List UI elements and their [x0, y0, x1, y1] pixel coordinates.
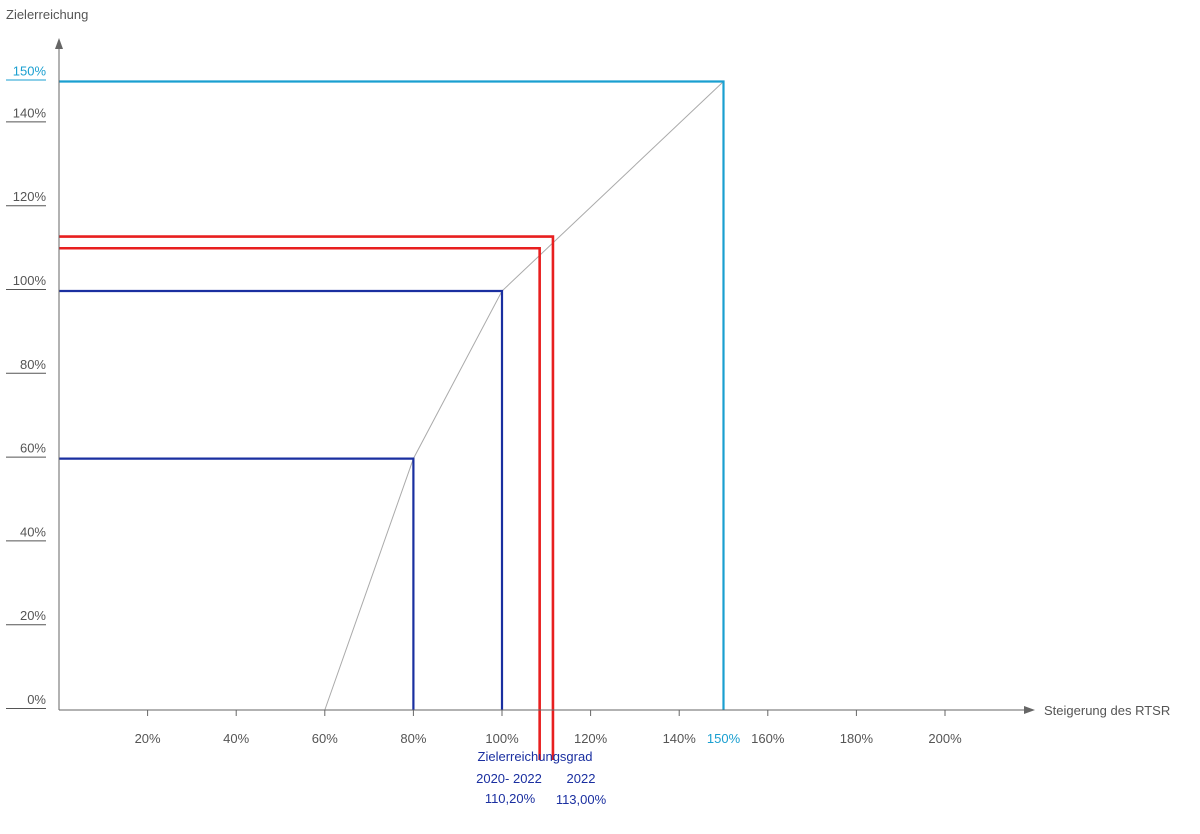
x-tick-label-60: 60% — [312, 731, 338, 746]
x-tick-label-160: 160% — [751, 731, 785, 746]
x-tick-label-120: 120% — [574, 731, 608, 746]
annotation-value-1: 110,20% — [485, 791, 536, 806]
y-tick-label-100: 100% — [13, 273, 47, 288]
marker-line-100 — [59, 289, 504, 710]
x-tick-label-140: 140% — [663, 731, 697, 746]
y-tick-label-120: 120% — [13, 189, 47, 204]
y-tick-label-60: 60% — [20, 441, 46, 456]
marker-line-150 — [59, 80, 725, 710]
x-axis-arrow — [1024, 706, 1035, 714]
annotation-period-2: 2022 — [567, 771, 596, 786]
annotation-value-2: 113,00% — [556, 792, 607, 807]
y-tick-label-140: 140% — [13, 105, 47, 120]
annotation-period-1: 2020- 2022 — [476, 771, 542, 786]
y-axis-label: Zielerreichung — [6, 7, 88, 22]
y-tick-label-150: 150% — [13, 64, 47, 79]
x-tick-label-200: 200% — [928, 731, 962, 746]
target-curve — [324, 81, 724, 711]
x-axis-label: Steigerung des RTSR — [1044, 703, 1170, 718]
y-tick-label-0: 0% — [27, 692, 46, 707]
x-tick-label-20: 20% — [135, 731, 161, 746]
marker-line-111.5 — [59, 235, 555, 760]
y-tick-label-40: 40% — [20, 524, 46, 539]
annotation: Zielerreichungsgrad 2020- 2022 2022 110,… — [476, 749, 607, 807]
marker-line-80 — [59, 457, 415, 710]
x-tick-label-100: 100% — [485, 731, 519, 746]
x-tick-label-40: 40% — [223, 731, 249, 746]
marker-line-108.5 — [59, 246, 541, 760]
y-tick-label-80: 80% — [20, 357, 46, 372]
annotation-title: Zielerreichungsgrad — [478, 749, 593, 764]
y-axis-arrow — [55, 38, 63, 49]
x-tick-label-150: 150% — [707, 731, 741, 746]
x-tick-label-80: 80% — [400, 731, 426, 746]
y-tick-label-20: 20% — [20, 608, 46, 623]
x-tick-label-180: 180% — [840, 731, 874, 746]
